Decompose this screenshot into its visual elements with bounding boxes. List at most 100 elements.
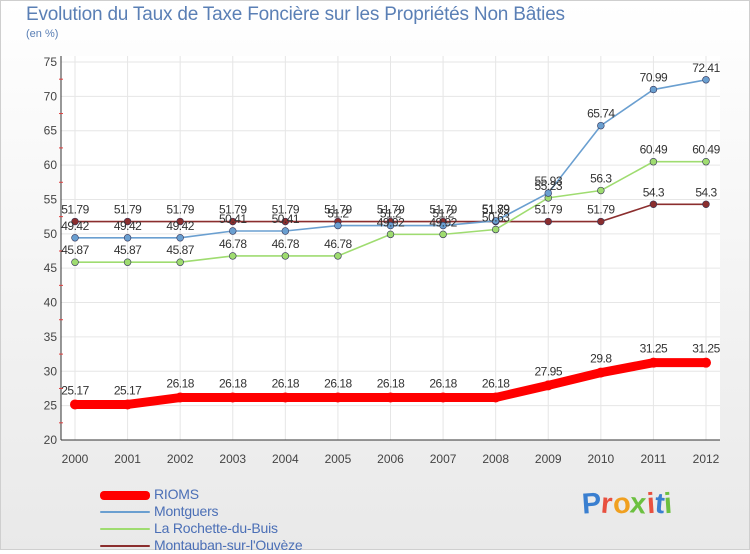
data-label: 51.79 <box>324 203 352 217</box>
data-point <box>281 217 290 226</box>
data-point <box>123 217 132 226</box>
data-point <box>385 392 396 403</box>
data-point <box>334 252 342 260</box>
data-point <box>123 234 132 242</box>
data-label: 70.99 <box>640 71 668 85</box>
data-label: 54.3 <box>695 185 717 199</box>
data-point <box>439 230 447 239</box>
x-tick-label: 2004 <box>272 452 299 466</box>
data-label: 26.18 <box>166 377 194 391</box>
data-point <box>649 85 658 94</box>
x-tick-label: 2002 <box>167 452 194 466</box>
y-tick-label: 40 <box>44 296 58 310</box>
data-point <box>334 221 342 230</box>
legend-label: RIOMS <box>154 486 199 502</box>
data-label: 29.8 <box>590 352 612 366</box>
legend-item: Montauban-sur-l'Ouvèze <box>100 537 360 554</box>
x-tick-label: 2012 <box>693 452 720 466</box>
x-tick-label: 2011 <box>641 452 667 466</box>
data-label: 49.92 <box>429 215 457 229</box>
y-tick-label: 55 <box>44 192 58 206</box>
data-point <box>386 221 395 230</box>
data-point <box>597 186 605 195</box>
data-point <box>702 76 710 84</box>
data-label: 25.17 <box>114 383 142 397</box>
data-label: 51.2 <box>327 207 349 221</box>
data-point <box>176 258 184 266</box>
data-label: 55.93 <box>534 174 562 188</box>
legend-item: Montguers <box>100 503 360 520</box>
legend-label: Montguers <box>154 503 219 519</box>
data-point <box>544 217 552 226</box>
data-point <box>71 258 79 266</box>
data-point <box>438 392 449 403</box>
data-label: 26.18 <box>377 377 405 391</box>
data-point <box>595 367 606 378</box>
data-point <box>701 357 711 368</box>
data-point <box>227 392 238 403</box>
data-point <box>597 217 605 226</box>
data-point <box>649 158 658 166</box>
data-label: 31.25 <box>692 342 720 356</box>
data-label: 26.18 <box>482 377 510 391</box>
data-label: 50.41 <box>272 212 300 226</box>
data-label: 51.79 <box>166 203 194 217</box>
x-tick-label: 2008 <box>482 452 509 466</box>
data-label: 46.78 <box>272 237 300 251</box>
data-label: 49.42 <box>166 219 194 233</box>
data-point <box>122 399 133 410</box>
data-label: 51.89 <box>482 202 510 216</box>
data-label: 26.18 <box>324 377 352 391</box>
data-label: 51.2 <box>432 207 454 221</box>
legend-item: La Rochette-du-Buis <box>100 520 360 537</box>
data-point <box>71 234 79 242</box>
data-point <box>543 380 554 391</box>
data-point <box>491 217 500 225</box>
data-point <box>332 392 343 403</box>
data-point <box>176 217 184 226</box>
data-point <box>490 392 501 403</box>
y-tick-label: 25 <box>44 399 58 413</box>
y-tick-label: 45 <box>44 261 58 275</box>
data-point <box>71 217 79 226</box>
data-point <box>175 392 186 403</box>
x-tick-label: 2010 <box>587 452 614 466</box>
legend-swatch <box>100 511 150 513</box>
data-point <box>544 189 552 197</box>
y-tick-label: 65 <box>44 124 58 138</box>
data-label: 51.79 <box>534 203 562 217</box>
data-label: 54.3 <box>643 185 665 199</box>
legend-label: Montauban-sur-l'Ouvèze <box>154 537 303 553</box>
data-label: 45.87 <box>166 243 194 257</box>
data-label: 65.74 <box>587 107 615 121</box>
x-tick-label: 2000 <box>62 452 89 466</box>
data-label: 60.49 <box>692 143 720 157</box>
data-point <box>123 258 132 266</box>
data-label: 51.79 <box>272 203 300 217</box>
data-point <box>386 230 395 239</box>
y-tick-label: 35 <box>44 330 58 344</box>
data-label: 31.25 <box>640 342 668 356</box>
legend-swatch <box>100 528 150 530</box>
data-point <box>229 252 237 260</box>
data-label: 55.23 <box>534 179 562 193</box>
data-label: 72.41 <box>692 61 720 75</box>
y-tick-label: 75 <box>44 55 58 69</box>
x-tick-label: 2006 <box>377 452 404 466</box>
y-tick-label: 30 <box>44 364 58 378</box>
data-label: 50.41 <box>219 212 247 226</box>
data-point <box>229 227 237 235</box>
data-point <box>281 227 290 235</box>
x-tick-label: 2001 <box>114 452 141 466</box>
data-point <box>597 121 605 130</box>
data-point <box>439 221 447 230</box>
y-tick-label: 20 <box>44 433 58 447</box>
legend-item: RIOMS <box>100 486 360 503</box>
data-label: 51.2 <box>380 207 402 221</box>
legend-swatch <box>100 545 150 547</box>
data-point <box>281 252 290 260</box>
data-label: 51.79 <box>482 203 510 217</box>
data-label: 46.78 <box>219 237 247 251</box>
chart-subtitle: (en %) <box>26 28 59 40</box>
data-label: 45.87 <box>114 243 142 257</box>
